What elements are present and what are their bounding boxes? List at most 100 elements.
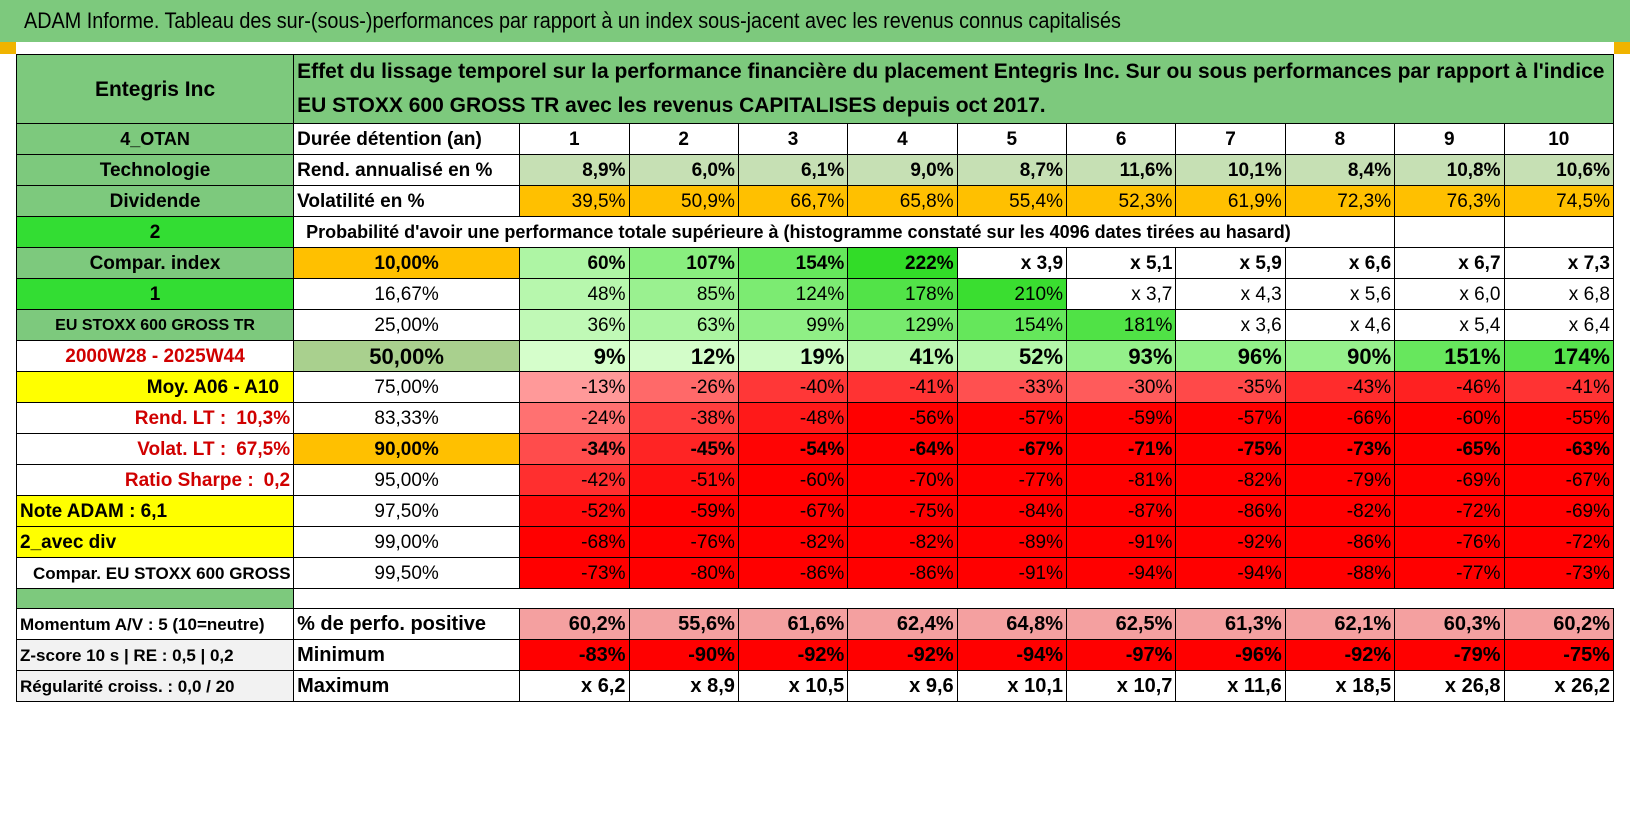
prob-value: -55%	[1503, 402, 1615, 434]
probability-level: 99,00%	[293, 526, 521, 558]
stats-value: 60,2%	[1503, 608, 1615, 640]
prob-value: -33%	[956, 371, 1068, 403]
rend-cell: 8,9%	[519, 154, 630, 186]
stats-value: 62,1%	[1284, 608, 1396, 640]
probability-level: 50,00%	[293, 340, 521, 372]
stats-value: x 11,6	[1175, 670, 1286, 702]
prob-value: -67%	[956, 433, 1068, 465]
prob-value: 48%	[519, 278, 630, 310]
stats-value: x 10,5	[737, 670, 849, 702]
sharpe-value: 0,2	[263, 469, 291, 491]
stats-row: Régularité croiss. : 0,0 / 20 Maximum x 6,…	[15, 670, 1615, 702]
prob-value: -91%	[956, 557, 1068, 589]
index-name: EU STOXX 600 GROSS TR	[15, 309, 295, 341]
volat-lt: Volat. LT : 67,5%	[15, 433, 295, 465]
volat-cell: 39,5%	[519, 185, 630, 217]
prob-value: -51%	[628, 464, 739, 496]
prob-row: 2000W28 - 2025W44 50,00% 9% 12% 19% 41% 52% 93%…	[15, 340, 1615, 372]
probability-level: 90,00%	[293, 433, 521, 465]
performance-table: Entegris Inc Effet du lissage temporel s…	[15, 54, 1615, 702]
prob-value: -88%	[1284, 557, 1396, 589]
prob-value: -86%	[1284, 526, 1396, 558]
rend-lt-value: 10,3%	[236, 407, 291, 429]
period-label: 2000W28 - 2025W44	[15, 340, 295, 372]
prob-value: 36%	[519, 309, 630, 341]
prob-value: -82%	[1284, 495, 1396, 527]
stats-value: -92%	[1284, 639, 1396, 671]
duree-label: Durée détention (an)	[293, 123, 521, 155]
category-one: 1	[15, 278, 295, 310]
stats-value: 60,2%	[519, 608, 630, 640]
rend-lt-label: Rend. LT :	[134, 407, 227, 429]
separator-blank	[293, 588, 1614, 609]
year-cell: 5	[956, 123, 1068, 155]
rend-cell: 6,0%	[628, 154, 739, 186]
prob-value: 210%	[956, 278, 1068, 310]
prob-row: Compar. EU STOXX 600 GROSS TR 99,50% -73% -…	[15, 557, 1615, 589]
separator-green	[15, 588, 295, 609]
volat-lt-label: Volat. LT :	[137, 438, 227, 460]
proba-row: 2 Probabilité d'avoir une performance tot…	[15, 216, 1615, 248]
separator-row	[15, 588, 1614, 609]
prob-value: x 7,3	[1503, 247, 1615, 279]
prob-value: -60%	[1394, 402, 1505, 434]
volat-cell: 61,9%	[1175, 185, 1286, 217]
prob-value: x 5,1	[1066, 247, 1177, 279]
prob-value: x 4,6	[1284, 309, 1396, 341]
volat-lt-value: 67,5%	[236, 438, 291, 460]
prob-value: -24%	[519, 402, 630, 434]
sharpe-label: Ratio Sharpe :	[124, 469, 254, 491]
prob-value: -56%	[847, 402, 958, 434]
prob-value: -86%	[847, 557, 958, 589]
prob-row: Volat. LT :67,5% 90,00% -34% -45% -54% -64% -6…	[15, 433, 1615, 465]
years-row: 4_OTAN Durée détention (an) 1 2 3 4 5 6 7 8 9 10	[15, 123, 1615, 155]
prob-value: x 6,6	[1284, 247, 1396, 279]
rend-cell: 8,4%	[1284, 154, 1396, 186]
prob-value: x 6,4	[1503, 309, 1615, 341]
prob-value: -45%	[628, 433, 739, 465]
prob-value: -68%	[519, 526, 630, 558]
stats-value: 62,5%	[1066, 608, 1177, 640]
stats-value: -79%	[1394, 639, 1505, 671]
prob-value: -30%	[1066, 371, 1177, 403]
volat-cell: 65,8%	[847, 185, 958, 217]
prob-value: -57%	[956, 402, 1068, 434]
probability-level: 16,67%	[293, 278, 521, 310]
volat-cell: 52,3%	[1066, 185, 1177, 217]
prob-value: -87%	[1066, 495, 1177, 527]
rend-lt: Rend. LT : 10,3%	[15, 402, 295, 434]
prob-value: x 6,0	[1394, 278, 1505, 310]
prob-value: x 5,4	[1394, 309, 1505, 341]
prob-value: -73%	[519, 557, 630, 589]
year-cell: 8	[1284, 123, 1396, 155]
prob-value: 52%	[956, 340, 1068, 372]
stats-label: Minimum	[293, 639, 521, 671]
prob-value: -82%	[1175, 464, 1286, 496]
volat-cell: 72,3%	[1284, 185, 1396, 217]
stats-value: x 10,1	[956, 670, 1068, 702]
prob-value: 129%	[847, 309, 958, 341]
rend-cell: 10,1%	[1175, 154, 1286, 186]
volat-row: Dividende Volatilité en % 39,5% 50,9% 66,7% 6…	[15, 185, 1615, 217]
stats-value: x 10,7	[1066, 670, 1177, 702]
empty-cell	[1394, 216, 1505, 248]
rend-cell: 11,6%	[1066, 154, 1177, 186]
probability-level: 83,33%	[293, 402, 521, 434]
prob-value: -13%	[519, 371, 630, 403]
prob-value: -70%	[847, 464, 958, 496]
title-bar: ADAM Informe. Tableau des sur-(sous-)per…	[0, 0, 1630, 42]
prob-value: 90%	[1284, 340, 1396, 372]
left-marker	[0, 42, 16, 54]
prob-row: EU STOXX 600 GROSS TR 25,00% 36% 63% 99% 129%…	[15, 309, 1615, 341]
probability-level: 95,00%	[293, 464, 521, 496]
prob-value: 107%	[628, 247, 739, 279]
prob-value: 99%	[737, 309, 849, 341]
prob-value: -77%	[1394, 557, 1505, 589]
prob-value: 124%	[737, 278, 849, 310]
rend-cell: 9,0%	[847, 154, 958, 186]
prob-value: -80%	[628, 557, 739, 589]
prob-value: -67%	[1503, 464, 1615, 496]
year-cell: 10	[1503, 123, 1615, 155]
stats-value: 60,3%	[1394, 608, 1505, 640]
prob-value: x 6,8	[1503, 278, 1615, 310]
